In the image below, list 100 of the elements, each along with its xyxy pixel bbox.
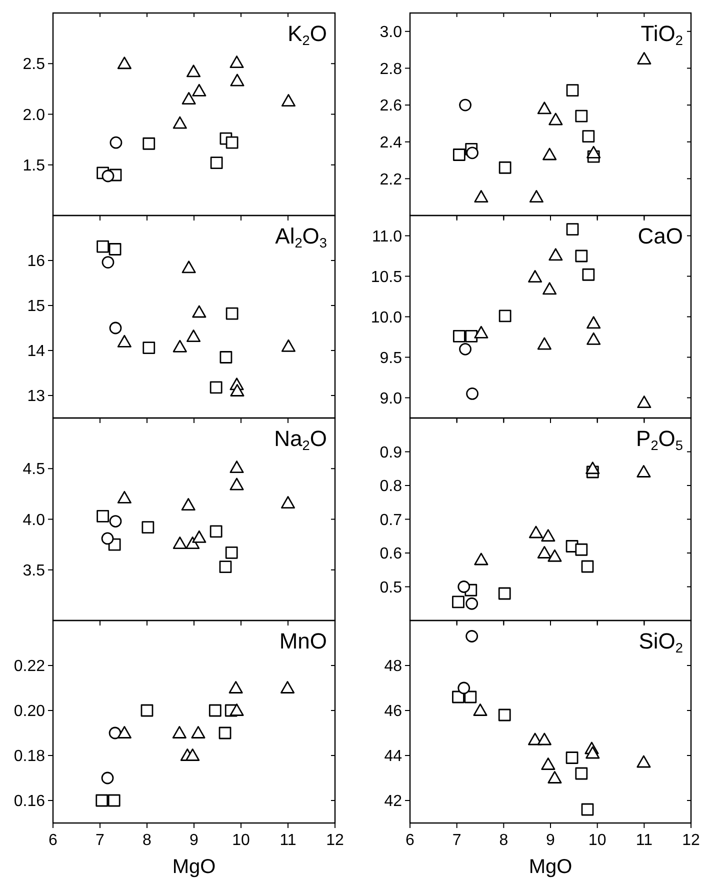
point [172,340,187,352]
point [498,310,512,322]
y-tick-label: 2.6 [380,98,402,115]
y-tick-label: 0.6 [380,546,402,563]
point [566,752,578,764]
point [181,498,196,511]
point [208,704,222,717]
point [586,462,600,474]
chart-title: Al$_{2}$O$_{3}$ [275,224,327,251]
point [192,305,206,318]
point [636,755,651,768]
point [529,190,544,203]
point [109,515,122,528]
y-tick-label: 0.18 [14,748,46,766]
point [230,460,244,474]
point [474,326,488,338]
chart-title: TiO$_{2}$ [640,21,683,48]
y-tick-label: 0.22 [14,658,46,676]
y-tick-label: 0.20 [14,703,46,720]
point [582,130,595,143]
point [465,330,478,342]
point [96,510,110,522]
point [542,282,557,295]
point [498,161,512,174]
point [452,330,466,342]
point [466,630,478,642]
point [186,64,201,78]
point [108,726,122,740]
x-axis-title: MgO [172,856,216,878]
point [219,560,232,574]
point [172,536,187,549]
y-tick-label: 48 [384,658,402,676]
point [210,381,222,394]
y-tick-label: 2.2 [380,171,402,188]
x-tick-label: 6 [48,832,58,849]
point [210,156,223,170]
point [582,268,595,281]
point [541,529,556,542]
point [548,770,562,784]
point [230,74,244,86]
x-tick-label: 10 [588,832,606,849]
point [586,316,601,329]
y-tick-label: 16 [27,253,46,270]
point [230,56,244,68]
chart-title: CaO [638,224,683,248]
point [575,543,588,556]
point [226,136,238,149]
point [280,680,295,694]
point [575,767,588,780]
point [458,682,470,694]
x-axis-title: MgO [528,856,572,878]
point [220,351,232,364]
y-tick-label: 11.0 [372,228,402,246]
point [117,56,132,70]
point [108,243,122,256]
chart-title: SiO$_{2}$ [638,628,683,656]
point [96,794,108,807]
point [452,596,464,608]
y-tick-label: 13 [27,388,46,406]
point [110,136,122,149]
point [575,110,588,122]
y-tick-label: 0.16 [14,793,46,810]
point [172,726,186,738]
point [191,726,206,738]
point [101,532,114,545]
point [452,148,466,161]
point [537,546,552,558]
point [473,703,488,716]
point [474,552,488,566]
y-tick-label: 44 [384,748,402,766]
point [528,270,542,283]
point [498,587,511,600]
point [109,322,122,334]
point [117,490,132,504]
point [230,703,244,716]
point [581,560,594,573]
y-tick-label: 0.9 [380,444,402,462]
x-tick-label: 8 [499,832,508,849]
point [581,803,594,816]
point [117,334,132,348]
point [464,690,477,704]
point [101,772,114,784]
x-tick-label: 12 [682,832,700,849]
point [537,337,552,350]
y-tick-label: 0.5 [380,579,402,596]
y-tick-label: 42 [384,793,402,810]
point [548,549,562,562]
y-tick-label: 46 [384,703,402,720]
point [96,240,110,253]
point [102,170,114,182]
y-tick-label: 10.5 [370,268,402,286]
point [172,116,187,129]
point [281,339,296,352]
point [140,704,154,717]
y-tick-label: 9.5 [380,350,402,367]
point [228,680,243,694]
point [182,260,196,274]
point [537,102,552,114]
y-tick-label: 4.5 [22,461,46,478]
point [230,384,244,396]
